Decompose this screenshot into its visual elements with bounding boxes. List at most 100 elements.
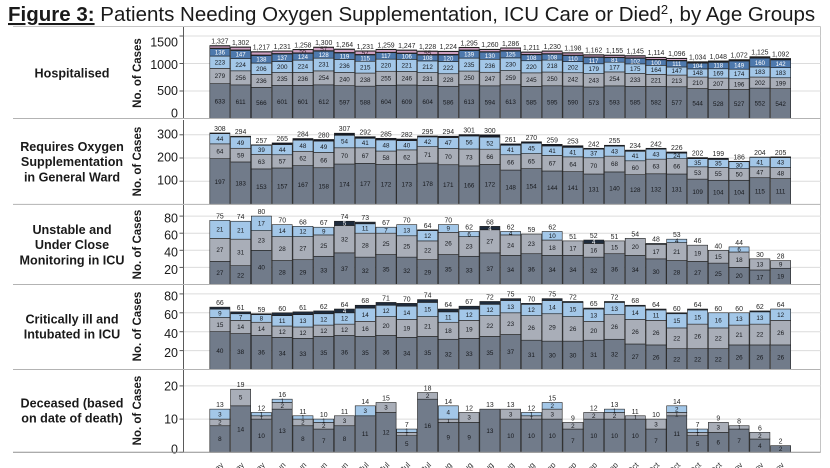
svg-text:124: 124 — [298, 55, 309, 61]
svg-text:22: 22 — [715, 336, 723, 343]
svg-text:247: 247 — [485, 76, 496, 83]
svg-text:205: 205 — [775, 150, 787, 157]
svg-text:4 Jul: 4 Jul — [352, 460, 370, 468]
svg-text:48: 48 — [652, 236, 660, 243]
svg-text:255: 255 — [381, 75, 392, 82]
svg-text:20: 20 — [164, 379, 178, 393]
svg-text:137: 137 — [277, 56, 288, 62]
svg-text:1: 1 — [530, 411, 534, 418]
svg-text:26: 26 — [694, 334, 702, 341]
svg-text:9: 9 — [571, 415, 575, 422]
svg-text:13: 13 — [736, 316, 744, 323]
svg-text:51: 51 — [569, 234, 577, 241]
svg-text:8: 8 — [343, 436, 347, 443]
svg-text:220: 220 — [526, 64, 537, 71]
svg-text:3: 3 — [384, 405, 388, 412]
svg-text:196: 196 — [734, 81, 745, 88]
svg-text:17: 17 — [569, 245, 577, 252]
svg-text:1: 1 — [280, 398, 284, 405]
svg-text:1,162: 1,162 — [585, 48, 602, 55]
svg-text:7 Nov: 7 Nov — [723, 461, 744, 468]
svg-text:236: 236 — [339, 63, 350, 70]
svg-text:104: 104 — [713, 190, 724, 197]
svg-text:43: 43 — [652, 151, 660, 158]
svg-text:27: 27 — [632, 354, 640, 361]
svg-text:148: 148 — [505, 184, 516, 191]
svg-text:55: 55 — [424, 50, 432, 57]
svg-text:32: 32 — [362, 268, 370, 275]
svg-text:1,145: 1,145 — [627, 49, 644, 56]
svg-text:31: 31 — [590, 352, 598, 359]
svg-text:13: 13 — [756, 315, 764, 322]
svg-text:2: 2 — [301, 420, 305, 427]
svg-text:25: 25 — [403, 244, 411, 251]
svg-text:Hospitalised: Hospitalised — [35, 67, 110, 81]
svg-text:47: 47 — [756, 169, 764, 176]
svg-text:70: 70 — [403, 218, 411, 225]
svg-text:60: 60 — [714, 306, 722, 313]
svg-text:41: 41 — [549, 148, 557, 155]
svg-text:40: 40 — [164, 327, 178, 341]
svg-text:110: 110 — [568, 57, 578, 63]
svg-text:49: 49 — [237, 140, 245, 147]
svg-text:250: 250 — [464, 75, 475, 82]
svg-text:53: 53 — [694, 170, 702, 177]
svg-text:41: 41 — [362, 140, 370, 147]
svg-text:62: 62 — [320, 304, 328, 311]
svg-text:13: 13 — [756, 262, 764, 269]
svg-text:14: 14 — [444, 399, 452, 406]
svg-text:500: 500 — [157, 84, 178, 98]
svg-text:21: 21 — [237, 227, 245, 234]
svg-text:26: 26 — [611, 324, 619, 331]
svg-text:1 Aug: 1 Aug — [433, 461, 454, 468]
svg-text:80: 80 — [164, 289, 178, 303]
svg-text:611: 611 — [236, 99, 247, 106]
svg-text:294: 294 — [443, 129, 455, 136]
svg-text:131: 131 — [672, 186, 683, 193]
svg-text:75: 75 — [548, 292, 556, 299]
svg-text:4: 4 — [343, 309, 347, 315]
svg-text:28: 28 — [362, 242, 370, 249]
svg-text:36: 36 — [258, 350, 266, 357]
svg-text:10: 10 — [652, 412, 660, 419]
svg-text:236: 236 — [298, 76, 309, 83]
svg-text:64: 64 — [424, 223, 432, 230]
svg-text:20: 20 — [164, 346, 178, 360]
svg-text:36: 36 — [382, 350, 390, 357]
svg-text:81: 81 — [611, 58, 618, 64]
svg-text:44: 44 — [216, 136, 224, 143]
svg-text:177: 177 — [609, 64, 620, 71]
svg-text:243: 243 — [588, 78, 599, 85]
svg-text:115: 115 — [755, 188, 766, 195]
svg-text:167: 167 — [298, 182, 309, 189]
svg-text:13: 13 — [486, 428, 494, 435]
svg-text:14: 14 — [632, 310, 640, 317]
svg-text:34: 34 — [569, 267, 577, 274]
svg-text:230: 230 — [505, 61, 516, 68]
svg-text:34: 34 — [632, 267, 640, 274]
svg-text:74: 74 — [424, 293, 432, 300]
svg-text:67: 67 — [465, 299, 473, 306]
svg-text:Unstable and: Unstable and — [32, 223, 111, 237]
svg-text:42: 42 — [424, 139, 432, 146]
svg-text:164: 164 — [651, 67, 662, 74]
svg-text:27: 27 — [216, 247, 224, 254]
svg-text:11: 11 — [632, 409, 639, 416]
svg-text:10: 10 — [507, 433, 515, 440]
svg-text:307: 307 — [339, 126, 351, 133]
svg-text:577: 577 — [672, 100, 683, 107]
svg-text:294: 294 — [235, 129, 247, 136]
svg-text:19: 19 — [466, 327, 474, 334]
svg-text:Under Close: Under Close — [35, 238, 109, 252]
svg-text:36: 36 — [341, 350, 349, 357]
svg-text:66: 66 — [216, 300, 224, 307]
svg-text:35: 35 — [486, 350, 494, 357]
svg-text:No. of Cases: No. of Cases — [132, 210, 144, 280]
svg-text:9: 9 — [779, 262, 783, 269]
svg-text:10: 10 — [549, 233, 557, 240]
svg-text:6: 6 — [758, 425, 762, 432]
svg-text:2: 2 — [426, 393, 430, 400]
svg-text:300: 300 — [484, 128, 496, 135]
svg-text:9: 9 — [218, 310, 222, 317]
svg-text:1: 1 — [737, 425, 741, 432]
